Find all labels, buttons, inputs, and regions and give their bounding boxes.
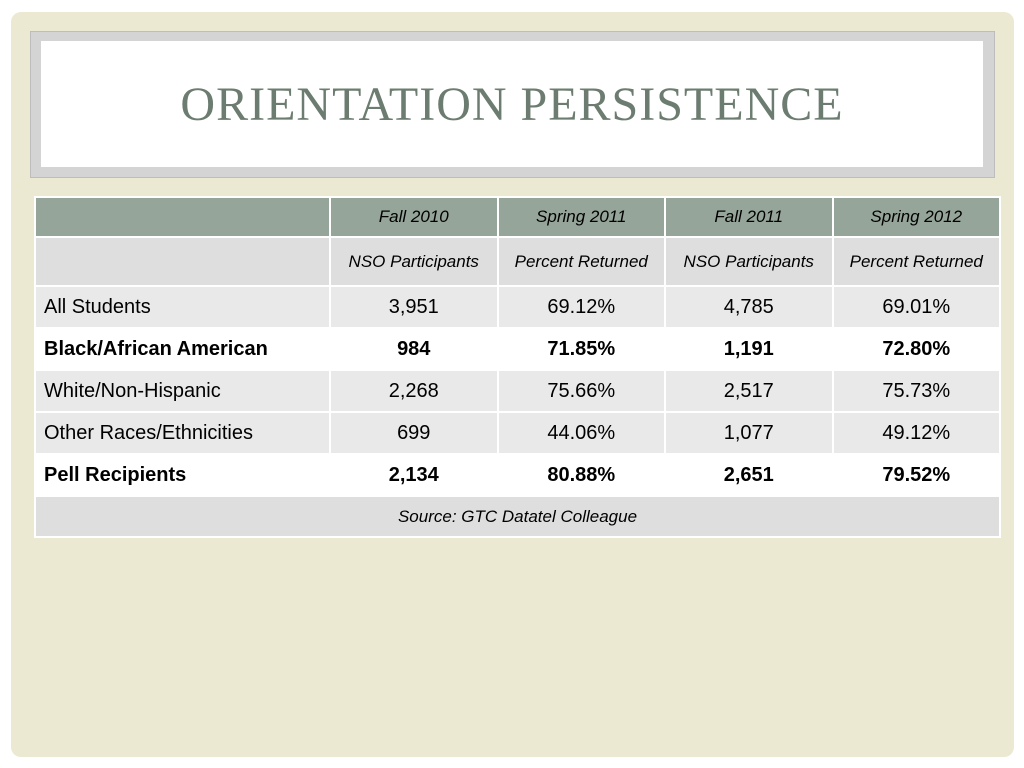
table-cell: 49.12% [831, 411, 1001, 455]
subheader-cell: NSO Participants [329, 236, 499, 287]
row-label: White/Non-Hispanic [34, 369, 331, 413]
table-cell: 1,191 [664, 327, 834, 371]
table-cell: 75.66% [496, 369, 666, 413]
table-cell: 2,517 [664, 369, 834, 413]
table-cell: 2,268 [329, 369, 499, 413]
persistence-table: Fall 2010 Spring 2011 Fall 2011 Spring 2… [34, 196, 1001, 538]
table-cell: 69.01% [831, 285, 1001, 329]
header-cell: Spring 2011 [496, 196, 666, 238]
table-row: White/Non-Hispanic 2,268 75.66% 2,517 75… [34, 369, 1001, 413]
slide-title: ORIENTATION PERSISTENCE [180, 77, 844, 131]
table-cell: 984 [329, 327, 499, 371]
table-cell: 699 [329, 411, 499, 455]
subheader-cell [34, 236, 331, 287]
title-box: ORIENTATION PERSISTENCE [41, 41, 983, 167]
header-cell [34, 196, 331, 238]
row-label: Other Races/Ethnicities [34, 411, 331, 455]
header-cell: Spring 2012 [831, 196, 1001, 238]
table-cell: 80.88% [496, 453, 666, 497]
table-cell: 3,951 [329, 285, 499, 329]
subheader-cell: Percent Returned [831, 236, 1001, 287]
table-cell: 72.80% [831, 327, 1001, 371]
header-cell: Fall 2010 [329, 196, 499, 238]
table-cell: 71.85% [496, 327, 666, 371]
table-cell: 75.73% [831, 369, 1001, 413]
table-cell: 2,134 [329, 453, 499, 497]
table-header-row: Fall 2010 Spring 2011 Fall 2011 Spring 2… [34, 196, 1001, 238]
subheader-cell: NSO Participants [664, 236, 834, 287]
table-row: Black/African American 984 71.85% 1,191 … [34, 327, 1001, 371]
table-cell: 2,651 [664, 453, 834, 497]
table-row: Other Races/Ethnicities 699 44.06% 1,077… [34, 411, 1001, 455]
table-subheader-row: NSO Participants Percent Returned NSO Pa… [34, 236, 1001, 287]
table-cell: 79.52% [831, 453, 1001, 497]
subheader-cell: Percent Returned [496, 236, 666, 287]
source-row: Source: GTC Datatel Colleague [34, 495, 1001, 538]
table-cell: 4,785 [664, 285, 834, 329]
table-cell: 1,077 [664, 411, 834, 455]
row-label: Black/African American [34, 327, 331, 371]
source-note: Source: GTC Datatel Colleague [34, 495, 1001, 538]
table-row: All Students 3,951 69.12% 4,785 69.01% [34, 285, 1001, 329]
row-label: All Students [34, 285, 331, 329]
header-cell: Fall 2011 [664, 196, 834, 238]
table-cell: 44.06% [496, 411, 666, 455]
table-cell: 69.12% [496, 285, 666, 329]
row-label: Pell Recipients [34, 453, 331, 497]
table-row: Pell Recipients 2,134 80.88% 2,651 79.52… [34, 453, 1001, 497]
